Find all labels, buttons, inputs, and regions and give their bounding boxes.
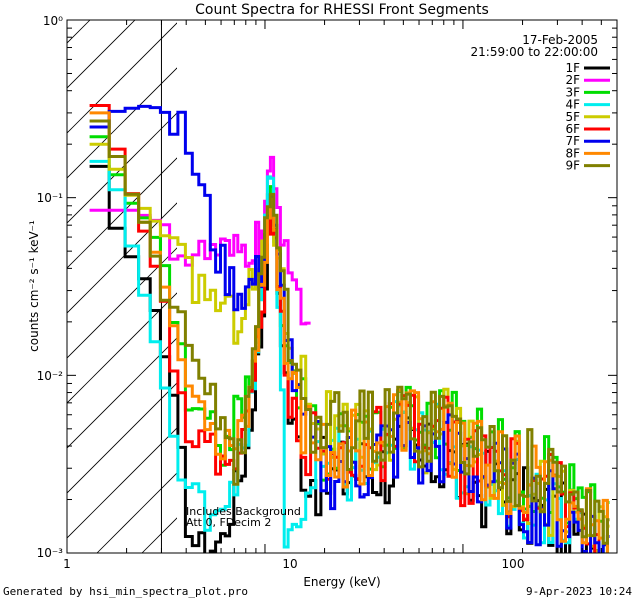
- x-tick-label-1: 1: [63, 557, 71, 571]
- legend-label-7F: 7F: [565, 134, 580, 148]
- observation-time-range: 21:59:00 to 22:00:00: [471, 45, 598, 59]
- hatch-line: [67, 20, 91, 44]
- series-line-9F: [89, 119, 610, 545]
- series-line-2F: [89, 155, 311, 326]
- chart-title: Count Spectra for RHESSI Front Segments: [195, 2, 489, 18]
- note-attenuator: Att 0, FDecim 2: [186, 516, 271, 529]
- note-background: Includes Background: [186, 505, 301, 518]
- observation-date: 17-Feb-2005: [522, 33, 598, 47]
- series-lines: [89, 104, 610, 553]
- legend-label-9F: 9F: [565, 159, 580, 173]
- timestamp-footer: 9-Apr-2023 10:24: [526, 585, 632, 598]
- legend-label-3F: 3F: [565, 85, 580, 99]
- x-tick-label-10: 10: [282, 557, 297, 571]
- x-axis-label: Energy (keV): [303, 575, 380, 589]
- x-tick-label-100: 100: [502, 557, 525, 571]
- series-line-8F: [89, 111, 609, 553]
- y-tick-label-1: 10⁰: [43, 14, 63, 28]
- y-tick-label-0.001: 10⁻³: [37, 546, 64, 560]
- y-tick-label-0.01: 10⁻²: [37, 369, 64, 383]
- axis-ticks: [66, 20, 618, 554]
- y-axis-label: counts cm⁻² s⁻¹ keV⁻¹: [27, 220, 41, 352]
- hatch-line: [67, 202, 177, 314]
- legend-label-8F: 8F: [565, 146, 580, 160]
- legend-label-2F: 2F: [565, 73, 580, 87]
- y-tick-label-0.1: 10⁻¹: [37, 191, 64, 205]
- legend-label-1F: 1F: [565, 61, 580, 75]
- hatch-line: [67, 427, 177, 539]
- plot-frame: [66, 19, 618, 554]
- legend-label-5F: 5F: [565, 110, 580, 124]
- hatch-line: [67, 382, 177, 494]
- hatch-line: [67, 22, 177, 134]
- generated-by-footer: Generated by hsi_min_spectra_plot.pro: [3, 585, 249, 598]
- legend-label-6F: 6F: [565, 122, 580, 136]
- legend-label-4F: 4F: [565, 98, 580, 112]
